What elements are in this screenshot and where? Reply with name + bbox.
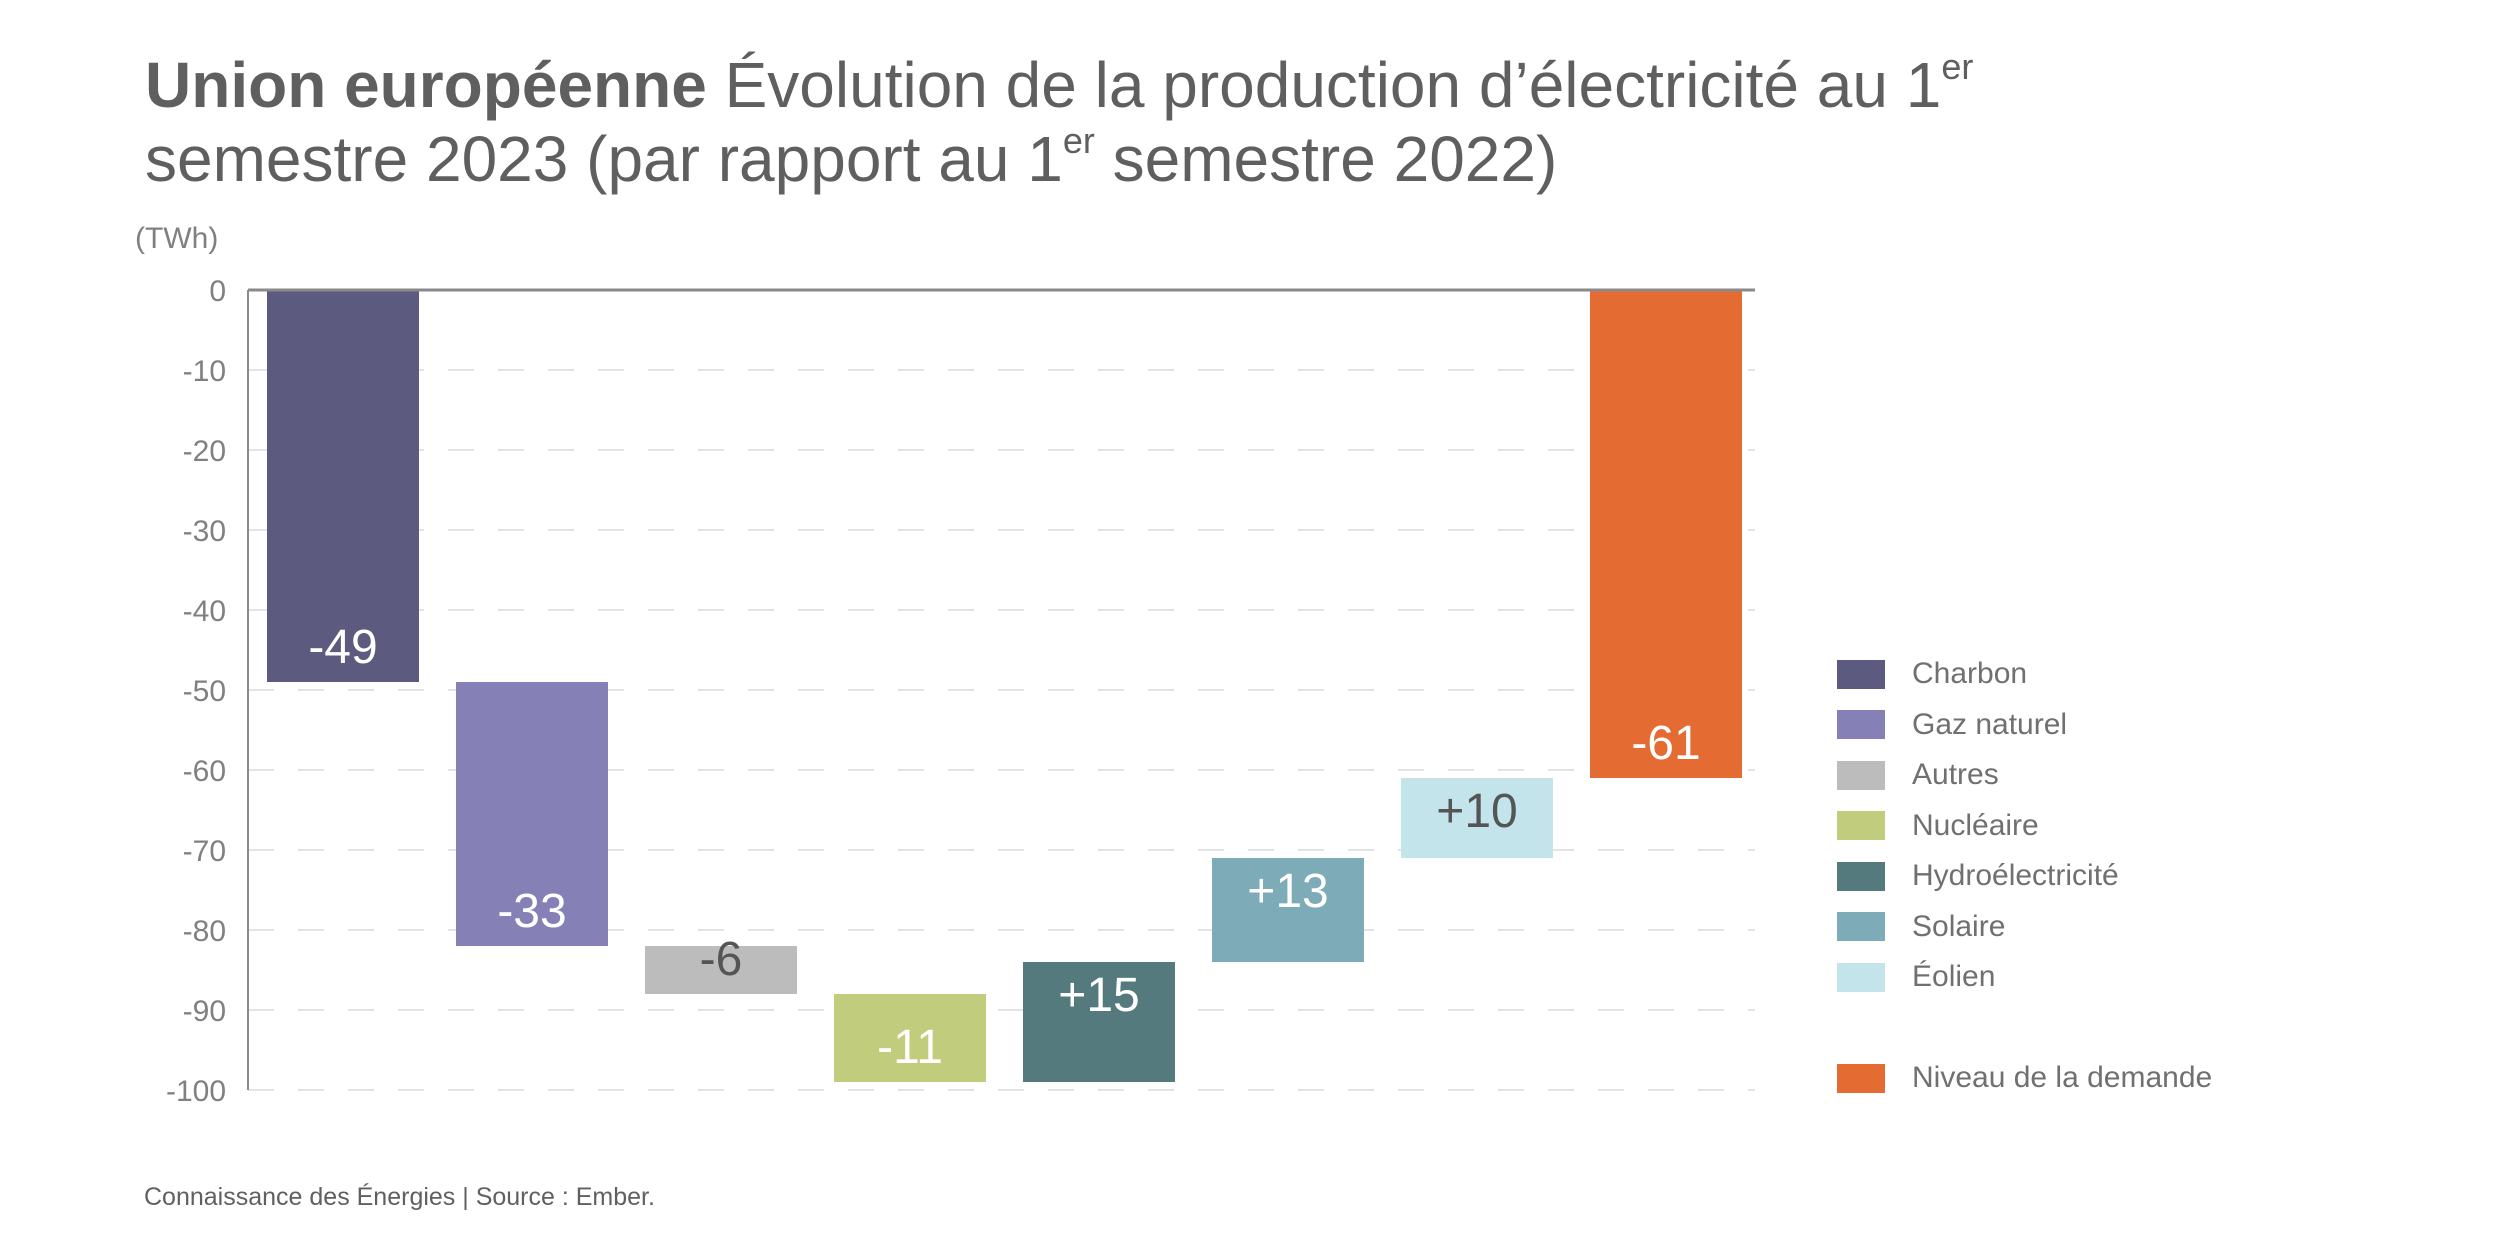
y-tick-label: 0 [209,275,226,308]
legend-item: Nucléaire [1837,809,2039,843]
legend-swatch [1837,811,1885,840]
legend-swatch [1837,861,1885,891]
legend-swatch [1837,760,1885,790]
title-sup: er [1062,120,1095,161]
bar-7 [1401,778,1553,858]
data-label: +15 [1058,969,1139,1022]
bar-2 [456,682,608,946]
source-footer: Connaissance des Énergies | Source : Emb… [144,1183,655,1211]
data-label: -61 [1631,717,1700,770]
y-tick-label: -10 [183,355,226,388]
y-tick-label: -60 [183,755,226,788]
legend-item: Autres [1837,758,1999,792]
legend-swatch [1837,912,1885,941]
y-tick-label: -70 [183,835,226,868]
y-axis-unit: (TWh) [135,222,219,255]
legend-item: Gaz naturel [1837,708,2067,742]
legend-item: Niveau de la demande [1837,1061,2212,1095]
y-tick-label: -30 [183,515,226,548]
bar-5 [1023,962,1175,1082]
legend-swatch [1837,962,1885,992]
data-label: -33 [497,885,566,938]
title-bold: Union européenne [145,49,707,121]
title-sup: er [1941,46,1974,87]
legend-label: Gaz naturel [1912,707,2068,741]
legend-item: Hydroélectricité [1837,859,2119,893]
bar-6 [1212,858,1364,962]
legend-item: Éolien [1837,960,1995,994]
bar-3 [645,946,797,994]
title-part: semestre 2023 (par rapport au 1 [145,123,1063,195]
title-part: semestre 2022) [1094,123,1558,195]
legend-swatch [1837,659,1885,689]
legend-label: Hydroélectricité [1912,859,2119,892]
y-tick-label: -80 [183,915,226,948]
data-label: +10 [1436,785,1517,838]
y-tick-label: -20 [183,435,226,468]
legend-label: Nucléaire [1912,808,2039,842]
legend-label: Autres [1912,758,1999,791]
bar-4 [834,994,986,1082]
legend-swatch [1837,710,1885,739]
legend-swatch [1837,1063,1885,1093]
bar-1 [267,290,419,682]
data-label: +13 [1247,865,1328,918]
legend-label: Éolien [1912,960,1996,993]
legend-item: Solaire [1837,910,2005,944]
y-tick-label: -40 [183,595,226,628]
data-label: -11 [877,1021,943,1074]
legend-label: Solaire [1912,909,2006,943]
y-tick-label: -50 [183,675,226,708]
legend-item: Charbon [1837,657,2027,691]
bar-8 [1590,290,1742,778]
chart-title: Union européenne Évolution de la product… [145,48,2245,196]
y-tick-label: -90 [183,995,226,1028]
data-label: -49 [308,621,377,674]
title-part: Évolution de la production d’électricité… [724,49,1942,121]
y-tick-label: -100 [166,1075,226,1108]
legend-label: Charbon [1912,657,2028,690]
legend-label: Niveau de la demande [1912,1061,2213,1094]
data-label: -6 [700,933,743,986]
